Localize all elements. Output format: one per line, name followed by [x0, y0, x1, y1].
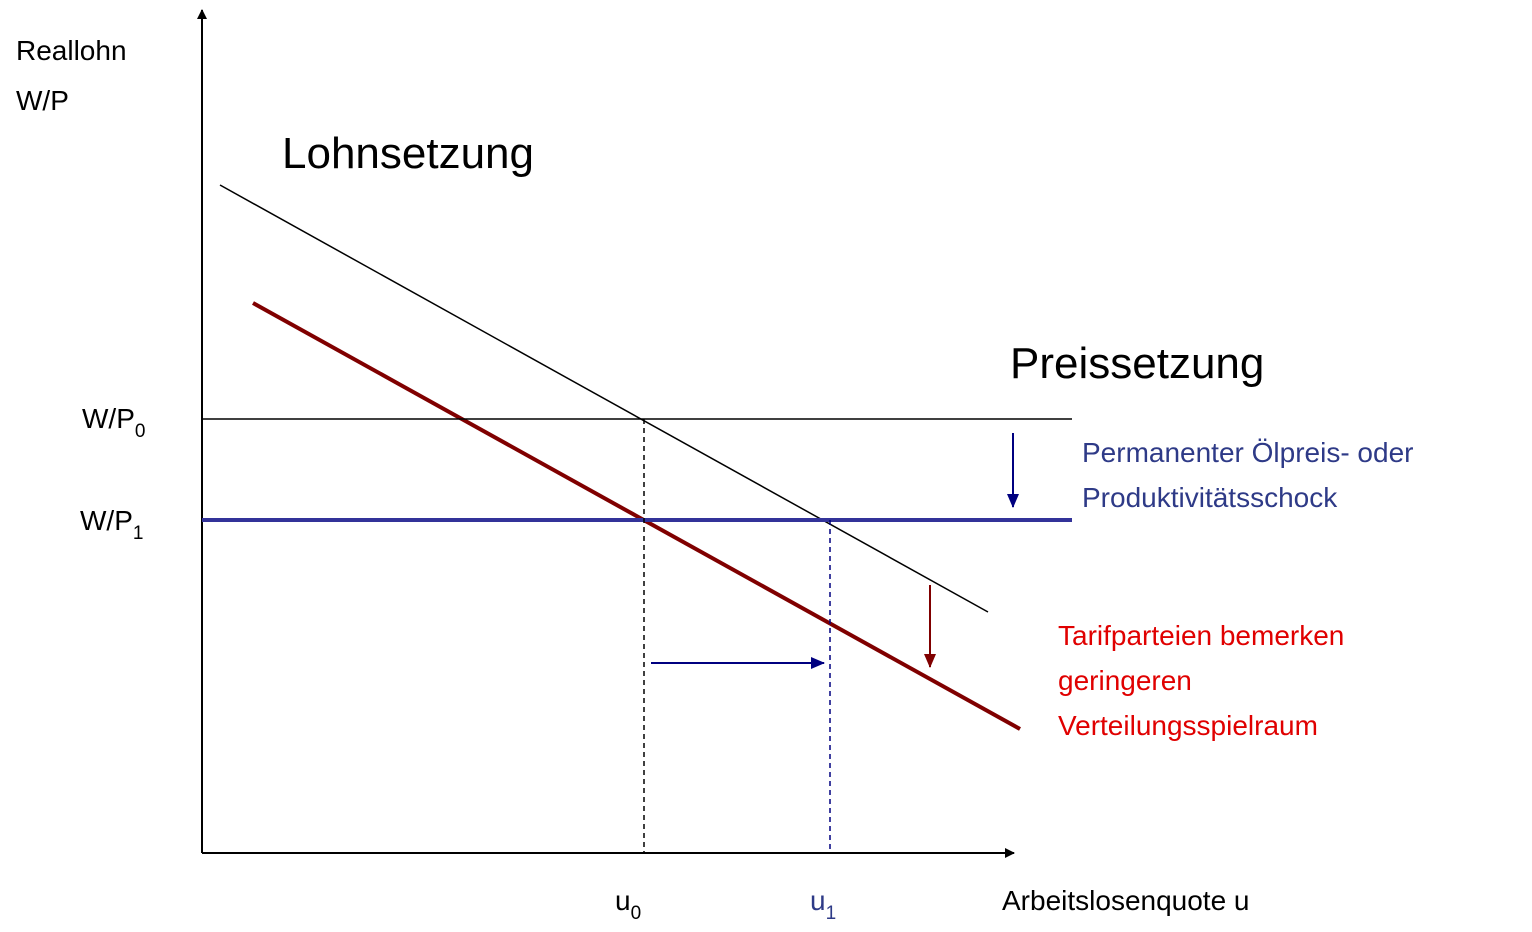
tick-sub: 1 [133, 523, 144, 544]
y-axis-label: W/P [16, 85, 69, 116]
x-tick-label: u1 [810, 885, 836, 924]
x-tick-label: u0 [615, 885, 641, 924]
tick-base: W/P [82, 403, 135, 434]
curve-label: Preissetzung [1010, 339, 1264, 388]
annotation: Permanenter Ölpreis- oder [1082, 437, 1413, 468]
annotation: Produktivitätsschock [1082, 482, 1338, 513]
y-tick-label: W/P0 [82, 403, 145, 442]
tick-base: W/P [80, 505, 133, 536]
wage-setting-new-line [252, 301, 1021, 731]
annotation: Verteilungsspielraum [1058, 710, 1318, 741]
tick-sub: 0 [631, 903, 642, 924]
tick-sub: 1 [826, 903, 837, 924]
x-axis-label: Arbeitslosenquote u [1002, 885, 1250, 916]
annotation: geringeren [1058, 665, 1192, 696]
annotation: Tarifparteien bemerken [1058, 620, 1344, 651]
tick-sub: 0 [135, 421, 146, 442]
y-axis-label: Reallohn [16, 35, 127, 66]
tick-base: u [810, 885, 826, 916]
y-tick-label: W/P1 [80, 505, 143, 544]
curve-label: Lohnsetzung [282, 129, 534, 178]
tick-base: u [615, 885, 631, 916]
wage-setting-line [219, 184, 989, 613]
